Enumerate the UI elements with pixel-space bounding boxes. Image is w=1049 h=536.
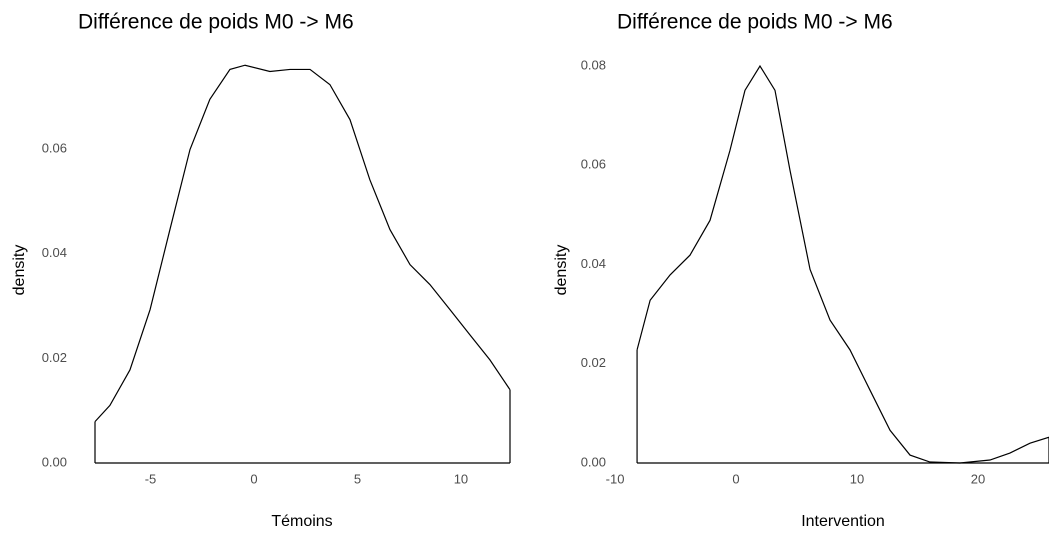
y-tick-label: 0.06: [581, 157, 606, 172]
y-tick-label: 0.08: [581, 57, 606, 72]
x-tick-label: 0: [732, 471, 739, 486]
density-line: [636, 64, 1049, 464]
y-tick-label: 0.06: [42, 140, 67, 155]
y-tick-label: 0.04: [581, 256, 606, 271]
y-tick-label: 0.02: [581, 355, 606, 370]
density-fill: [95, 65, 510, 463]
y-tick-label: 0.04: [42, 245, 67, 260]
chart-title: Différence de poids M0 -> M6: [617, 11, 893, 34]
density-fill: [637, 66, 1049, 463]
x-tick-label: 20: [971, 471, 985, 486]
y-tick-label: 0.00: [581, 454, 606, 469]
x-tick-label: -10: [606, 471, 625, 486]
x-axis-label: Témoins: [271, 513, 332, 530]
x-tick-label: 10: [850, 471, 864, 486]
y-tick-label: 0.00: [42, 454, 67, 469]
x-tick-label: 5: [354, 471, 361, 486]
x-tick-label: -5: [145, 471, 157, 486]
chart-title: Différence de poids M0 -> M6: [78, 11, 354, 34]
x-axis-label: Intervention: [801, 513, 885, 530]
density-line: [94, 64, 511, 423]
x-tick-label: 10: [454, 471, 468, 486]
x-tick-label: 0: [250, 471, 257, 486]
y-axis-label: density: [11, 245, 28, 296]
y-tick-label: 0.02: [42, 350, 67, 365]
y-axis-label: density: [553, 245, 570, 296]
